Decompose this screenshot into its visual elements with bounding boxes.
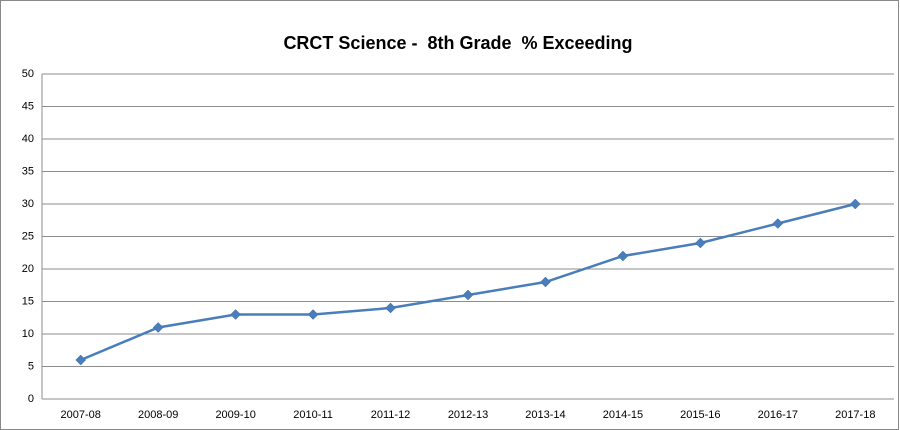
- y-tick-label: 10: [22, 328, 34, 340]
- y-tick-label: 25: [22, 230, 34, 242]
- x-tick-label: 2009-10: [215, 409, 255, 421]
- y-tick-label: 50: [22, 68, 34, 80]
- x-tick-label: 2007-08: [61, 409, 101, 421]
- marker: [152, 322, 164, 333]
- marker: [230, 309, 241, 320]
- x-tick-label: 2013-14: [525, 409, 565, 421]
- y-tick-label: 0: [28, 393, 34, 405]
- marker: [617, 250, 629, 262]
- x-tick-label: 2017-18: [835, 409, 875, 421]
- y-tick-label: 45: [22, 100, 34, 112]
- x-tick-label: 2016-17: [758, 409, 798, 421]
- x-tick-label: 2015-16: [680, 409, 720, 421]
- y-tick-label: 40: [22, 133, 34, 145]
- marker: [772, 218, 784, 229]
- y-tick-label: 35: [22, 165, 34, 177]
- chart-title: CRCT Science - 8th Grade % Exceeding: [283, 33, 632, 53]
- y-tick-label: 5: [28, 360, 34, 372]
- y-tick-label: 30: [22, 198, 34, 210]
- x-tick-label: 2010-11: [293, 409, 333, 421]
- marker: [307, 309, 319, 320]
- x-tick-label: 2012-13: [448, 409, 488, 421]
- x-tick-label: 2008-09: [138, 409, 178, 421]
- marker: [695, 237, 706, 249]
- y-tick-label: 15: [22, 295, 34, 307]
- y-tick-label: 20: [22, 263, 34, 275]
- marker: [849, 198, 861, 210]
- marker: [385, 302, 396, 314]
- x-tick-label: 2011-12: [371, 409, 411, 421]
- marker: [462, 289, 474, 301]
- marker: [75, 354, 87, 366]
- marker: [540, 276, 551, 288]
- x-tick-label: 2014-15: [603, 409, 643, 421]
